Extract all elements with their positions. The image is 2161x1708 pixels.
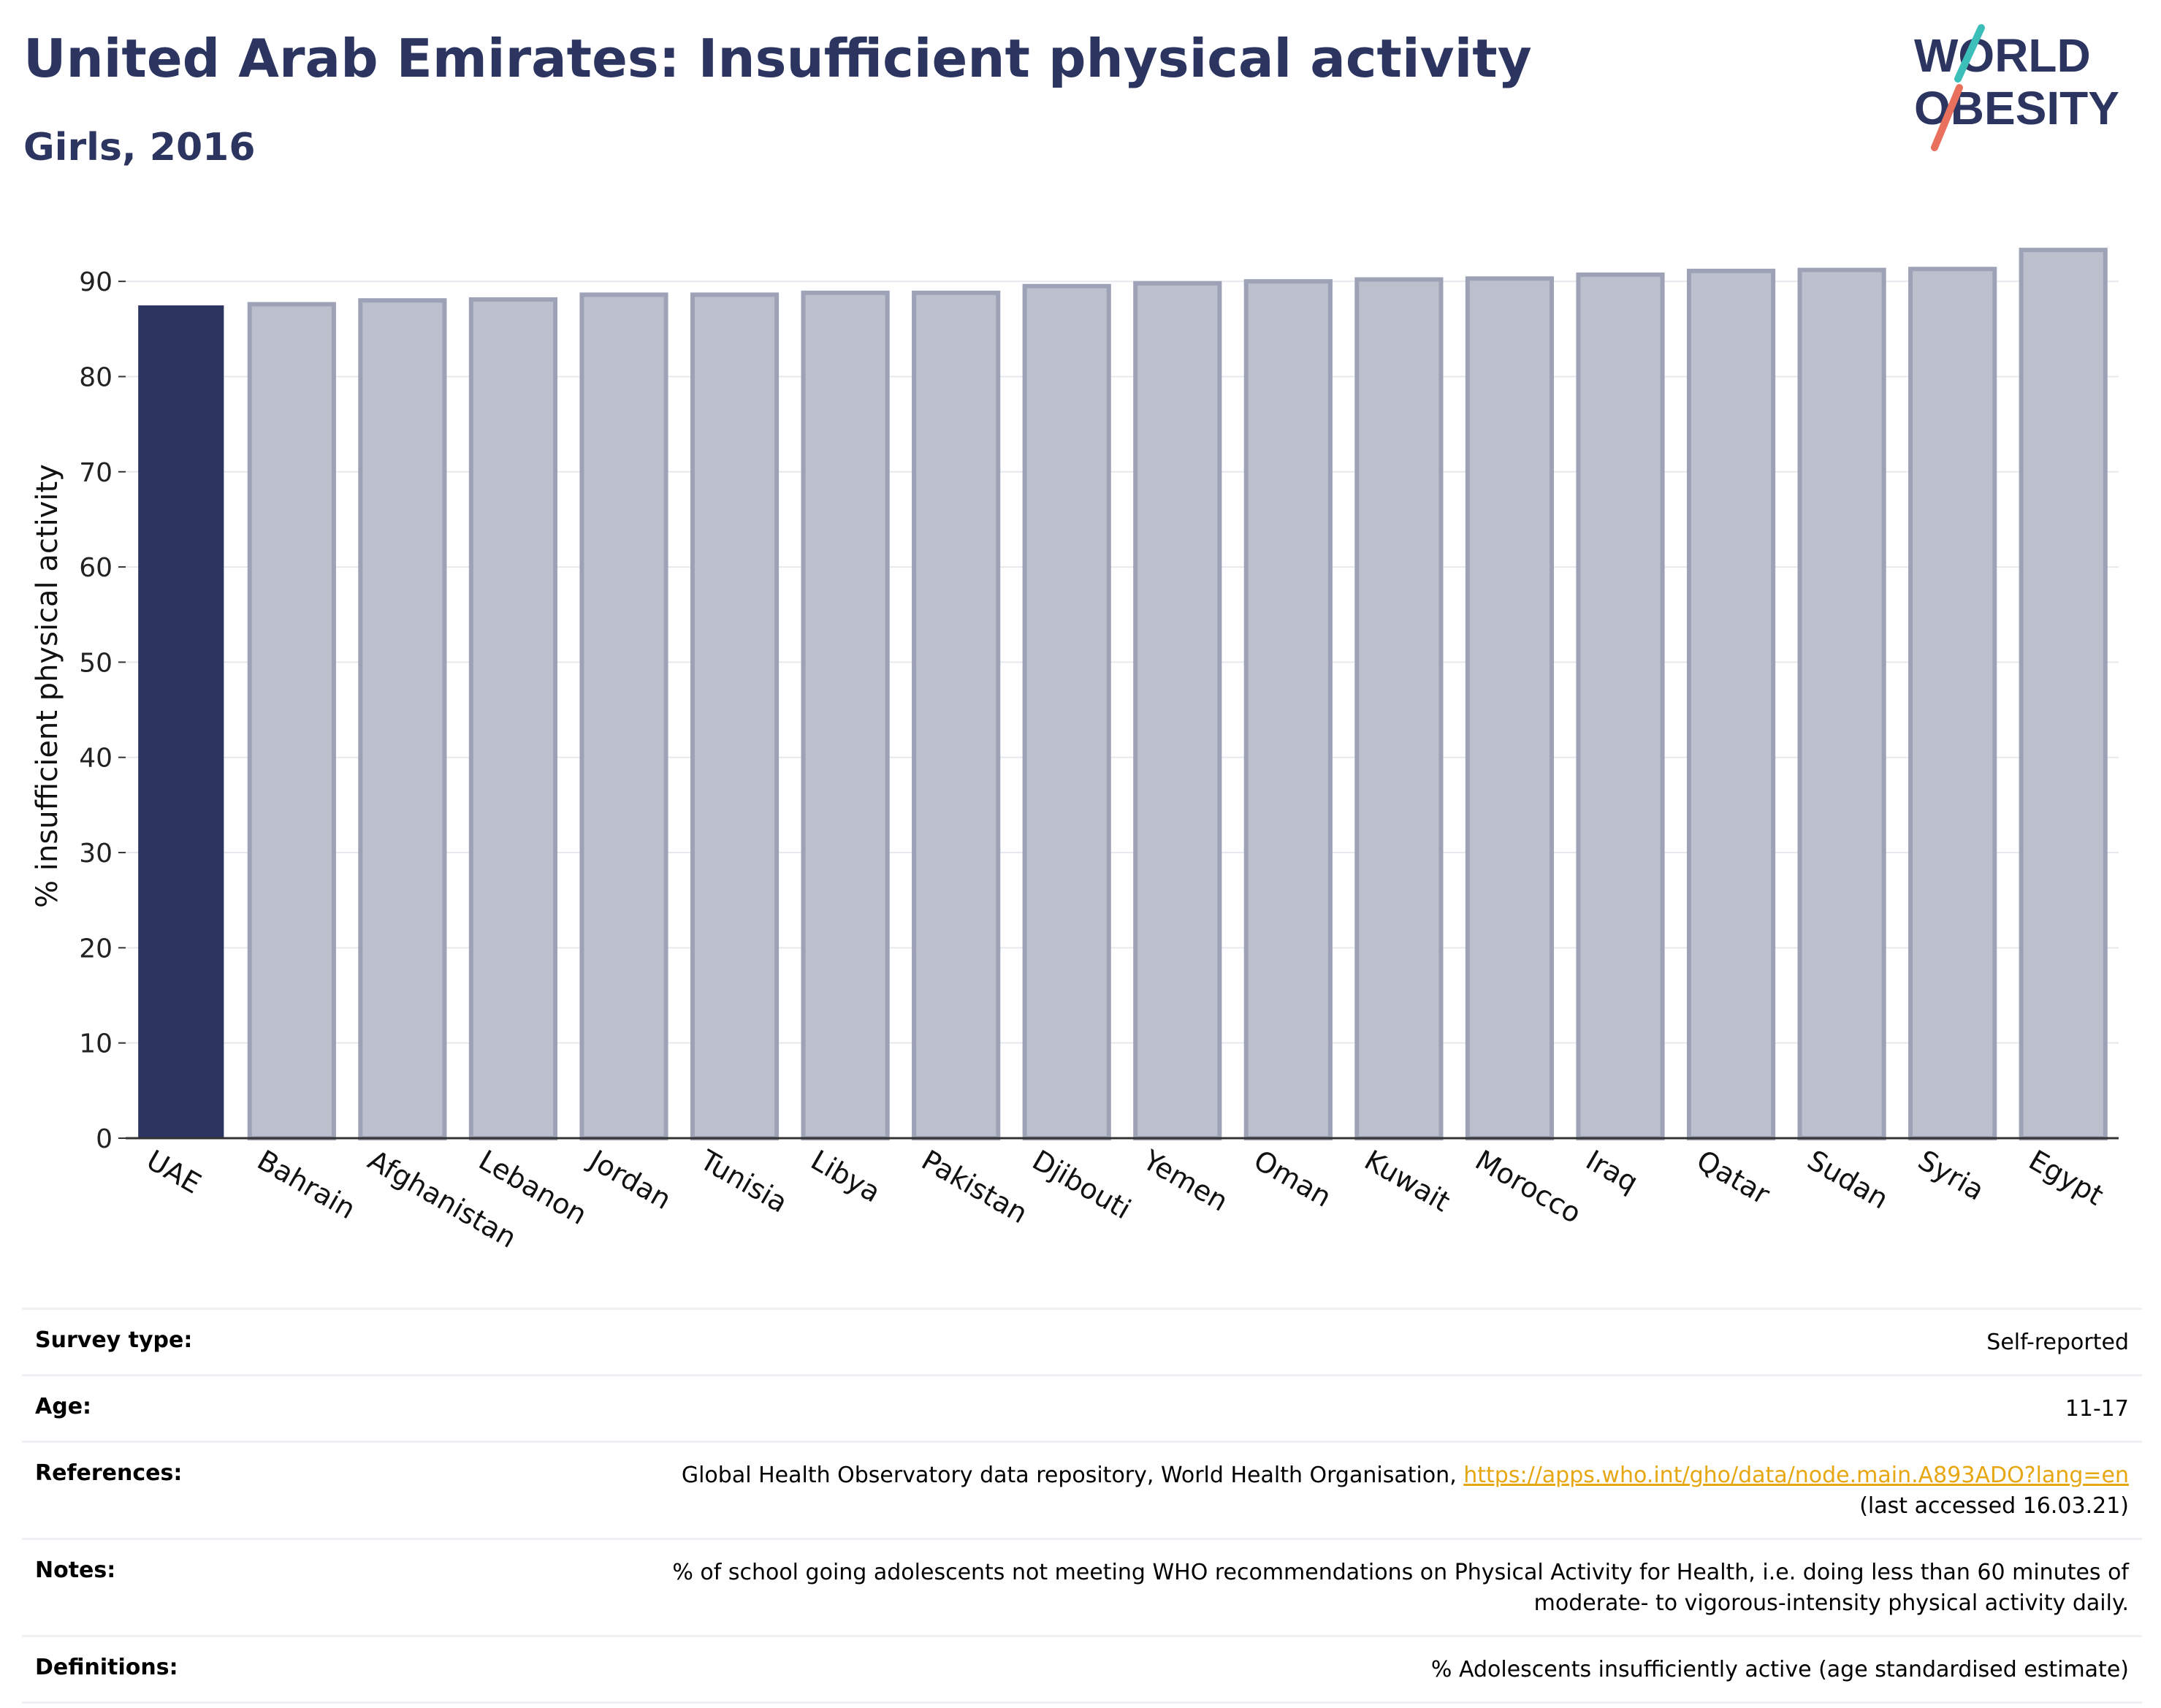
info-label: Notes: (35, 1558, 116, 1583)
bar-egypt (2019, 248, 2108, 1140)
info-value-line: (last accessed 16.03.21) (1859, 1493, 2129, 1519)
info-value-text: % of school going adolescents not meetin… (672, 1560, 2129, 1585)
y-tick-label: 0 (96, 1124, 113, 1154)
x-tick-label: Libya (806, 1144, 886, 1209)
y-tick-label: 20 (79, 934, 113, 964)
bar-jordan (579, 292, 668, 1141)
x-tick-label: Djibouti (1027, 1144, 1137, 1226)
info-value-line: Global Health Observatory data repositor… (682, 1460, 2129, 1491)
page-title: United Arab Emirates: Insufficient physi… (23, 28, 1532, 89)
info-label: Age: (35, 1394, 92, 1419)
x-tick-label: Sudan (1802, 1144, 1894, 1216)
x-tick-label: Kuwait (1359, 1144, 1455, 1219)
y-axis: 0 10 20 30 40 50 60 70 80 90 (79, 267, 126, 1154)
info-value: 11-17 (2065, 1394, 2129, 1425)
info-value-text: Self-reported (1986, 1330, 2129, 1355)
bar-yemen (1133, 281, 1222, 1141)
x-tick-label: Qatar (1691, 1144, 1775, 1211)
x-tick-label: Morocco (1470, 1144, 1587, 1230)
info-value-line: Self-reported (1986, 1327, 2129, 1358)
info-value: Self-reported (1986, 1327, 2129, 1358)
logo-slash-teal (1954, 24, 1985, 83)
bar-sudan (1797, 267, 1886, 1140)
info-value-line: % of school going adolescents not meetin… (672, 1558, 2129, 1588)
info-value-text: Global Health Observatory data repositor… (681, 1463, 1464, 1488)
x-tick-label: Bahrain (252, 1144, 361, 1226)
reference-link[interactable]: https://apps.who.int/gho/data/node.main.… (1463, 1463, 2129, 1488)
info-table: Survey type: Self-reported Age: 11-17 Refere… (22, 1308, 2142, 1704)
x-tick-label: Iraq (1581, 1144, 1644, 1199)
grid-lines (126, 281, 2119, 1044)
info-row-survey-type: Survey type: Self-reported (22, 1308, 2142, 1374)
info-value-line: moderate- to vigorous-intensity physical… (1533, 1590, 2129, 1616)
y-tick-label: 30 (79, 839, 113, 869)
y-tick-label: 80 (79, 362, 113, 392)
y-tick-label: 10 (79, 1029, 113, 1059)
bar-kuwait (1354, 277, 1444, 1140)
logo-text-world: WORLD (1914, 29, 2091, 82)
page-subtitle: Girls, 2016 (23, 126, 256, 169)
x-tick-label: Oman (1249, 1144, 1337, 1213)
info-label: Survey type: (35, 1327, 193, 1353)
info-row-age: Age: 11-17 (22, 1374, 2142, 1441)
x-tick-label: UAE (141, 1144, 206, 1200)
y-tick-label: 40 (79, 744, 113, 774)
info-value-text: 11-17 (2065, 1396, 2129, 1422)
bar-qatar (1686, 268, 1776, 1141)
bar-oman (1243, 279, 1333, 1141)
y-tick-label: 70 (79, 458, 113, 488)
info-label: Definitions: (35, 1655, 178, 1680)
info-value-text: % Adolescents insufficiently active (age… (1430, 1657, 2129, 1682)
x-tick-label: Tunisia (694, 1143, 793, 1219)
info-value: % Adolescents insufficiently active (age… (1431, 1655, 2129, 1685)
info-value-line: 11-17 (2065, 1394, 2129, 1425)
info-row-references: References: Global Health Observatory dat… (22, 1441, 2142, 1538)
x-tick-label: Jordan (583, 1143, 676, 1216)
info-value-line: % Adolescents insufficiently active (age… (1431, 1655, 2129, 1685)
info-label: References: (35, 1460, 183, 1486)
bar-lebanon (468, 297, 558, 1141)
bar-morocco (1465, 276, 1555, 1141)
info-value: Global Health Observatory data repositor… (682, 1460, 2129, 1522)
bar-iraq (1576, 272, 1665, 1141)
y-tick-label: 90 (79, 267, 113, 297)
bar-bahrain (247, 302, 336, 1140)
bar-syria (1908, 267, 1997, 1141)
bar-tunisia (690, 292, 780, 1141)
world-obesity-logo: WORLD OBESITY (1914, 24, 2119, 151)
logo-slash-coral (1931, 84, 1963, 151)
x-tick-label: Pakistan (916, 1144, 1033, 1230)
bars (138, 248, 2108, 1141)
y-tick-label: 60 (79, 553, 113, 583)
bar-pakistan (912, 290, 1001, 1141)
bar-afghanistan (358, 298, 447, 1140)
x-tick-label: Syria (1913, 1144, 1989, 1207)
bar-djibouti (1022, 283, 1111, 1140)
y-axis-title: % insufficient physical activity (31, 464, 64, 908)
x-tick-label: Yemen (1137, 1143, 1233, 1218)
info-value: % of school going adolescents not meetin… (672, 1558, 2129, 1619)
info-row-definitions: Definitions: % Adolescents insufficiently… (22, 1635, 2142, 1704)
x-tick-label: Egypt (2024, 1144, 2109, 1212)
bar-uae (138, 305, 224, 1139)
y-tick-label: 50 (79, 648, 113, 678)
bar-libya (801, 290, 890, 1141)
info-row-notes: Notes: % of school going adolescents not … (22, 1538, 2142, 1635)
